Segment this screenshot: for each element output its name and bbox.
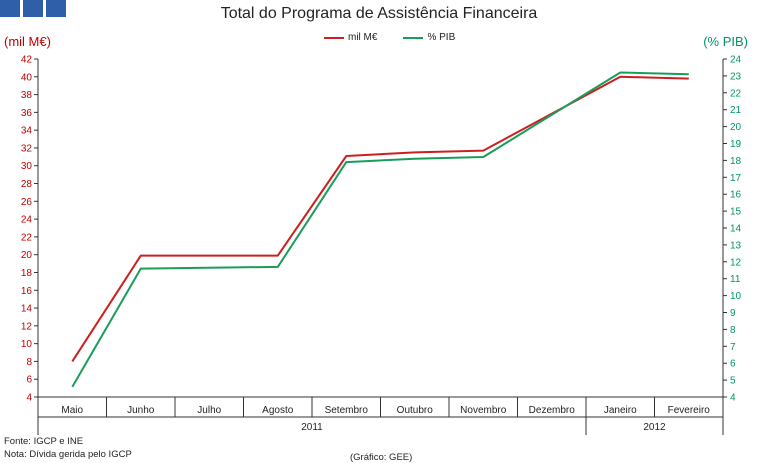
right-tick-label: 15 — [730, 207, 742, 218]
left-tick-label: 42 — [21, 55, 33, 66]
source-note: Fonte: IGCP e INE — [4, 436, 84, 447]
legend: mil M€ % PIB — [324, 32, 455, 43]
left-tick-label: 6 — [26, 375, 32, 386]
year-label: 2012 — [643, 422, 666, 433]
x-tick-label: Janeiro — [604, 405, 637, 416]
left-tick-label: 40 — [21, 72, 33, 83]
left-tick-label: 12 — [21, 321, 33, 332]
right-tick-label: 4 — [730, 393, 736, 404]
year-label: 2011 — [301, 422, 323, 433]
brand-logo — [0, 0, 66, 17]
legend-item: mil M€ — [324, 32, 377, 43]
left-tick-label: 22 — [21, 232, 33, 243]
x-tick-label: Setembro — [325, 405, 369, 416]
left-tick-label: 24 — [21, 215, 33, 226]
right-tick-label: 22 — [730, 88, 742, 99]
left-tick-label: 18 — [21, 268, 33, 279]
chart-title: Total do Programa de Assistência Finance… — [220, 5, 538, 22]
right-tick-label: 11 — [730, 274, 741, 285]
footnote: Nota: Dívida gerida pelo IGCP — [4, 449, 132, 460]
right-tick-label: 8 — [730, 325, 736, 336]
left-tick-label: 20 — [21, 250, 33, 261]
logo-block — [23, 0, 43, 17]
legend-label: % PIB — [427, 32, 456, 43]
left-tick-label: 34 — [21, 126, 33, 137]
left-tick-label: 4 — [26, 393, 32, 404]
legend-item: % PIB — [403, 32, 455, 43]
right-tick-label: 14 — [730, 224, 742, 235]
left-tick-label: 26 — [21, 197, 33, 208]
legend-swatch-right — [403, 36, 424, 39]
x-tick-label: Maio — [61, 405, 83, 416]
left-tick-label: 30 — [21, 161, 33, 172]
x-tick-label: Outubro — [397, 405, 434, 416]
left-tick-label: 8 — [26, 357, 32, 368]
series-line-pct-pib — [71, 71, 689, 388]
x-tick-label: Fevereiro — [668, 405, 711, 416]
right-tick-label: 10 — [730, 291, 742, 302]
series-line-mil-meur — [71, 75, 689, 362]
right-tick-label: 21 — [730, 105, 742, 116]
x-tick-label: Junho — [127, 405, 155, 416]
left-tick-label: 32 — [21, 143, 33, 154]
right-tick-label: 20 — [730, 122, 742, 133]
left-tick-label: 38 — [21, 90, 33, 101]
right-tick-label: 23 — [730, 71, 742, 82]
legend-label: mil M€ — [348, 32, 378, 43]
right-tick-label: 12 — [730, 257, 742, 268]
logo-block — [46, 0, 66, 17]
logo-block — [0, 0, 20, 17]
x-tick-label: Novembro — [460, 405, 507, 416]
right-tick-label: 24 — [730, 55, 742, 66]
right-tick-label: 7 — [730, 342, 736, 353]
left-tick-label: 28 — [21, 179, 33, 190]
right-tick-label: 5 — [730, 376, 736, 387]
left-tick-label: 14 — [21, 304, 33, 315]
left-tick-label: 10 — [21, 339, 33, 350]
left-tick-label: 16 — [21, 286, 33, 297]
right-tick-label: 17 — [730, 173, 742, 184]
right-axis-unit: (% PIB) — [703, 34, 748, 49]
left-axis-unit: (mil M€) — [4, 34, 51, 49]
right-tick-label: 19 — [730, 139, 742, 150]
right-tick-label: 18 — [730, 156, 742, 167]
right-tick-label: 6 — [730, 359, 736, 370]
right-tick-label: 9 — [730, 308, 736, 319]
chart-credit: (Gráfico: GEE) — [350, 452, 413, 463]
left-tick-label: 36 — [21, 108, 33, 119]
legend-swatch-left — [324, 36, 344, 39]
x-tick-label: Agosto — [262, 405, 294, 416]
right-tick-label: 13 — [730, 240, 742, 251]
x-tick-label: Dezembro — [529, 405, 576, 416]
right-tick-label: 16 — [730, 190, 742, 201]
x-tick-label: Julho — [197, 405, 221, 416]
